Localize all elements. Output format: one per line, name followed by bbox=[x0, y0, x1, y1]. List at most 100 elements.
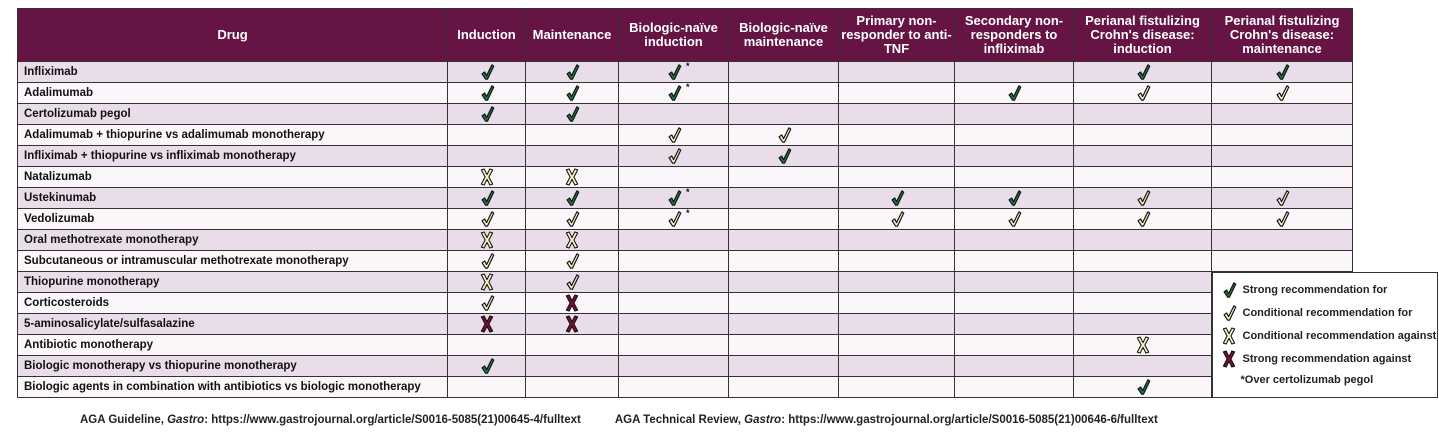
recommendation-cell bbox=[618, 229, 729, 251]
drug-name: Natalizumab bbox=[17, 166, 448, 188]
recommendation-cell bbox=[447, 61, 526, 83]
drug-name: Vedolizumab bbox=[17, 208, 448, 230]
recommendation-table: Drug Induction Maintenance Biologic-naïve i… bbox=[17, 8, 1353, 398]
recommendation-cell bbox=[1073, 187, 1212, 209]
asterisk: * bbox=[685, 187, 690, 197]
strong-for-check-icon bbox=[564, 105, 580, 123]
recommendation-cell bbox=[525, 103, 619, 125]
table-row: Adalimumab * bbox=[17, 82, 1353, 104]
drug-name: 5-aminosalicylate/sulfasalazine bbox=[17, 313, 448, 335]
strong-against-x-icon bbox=[479, 315, 495, 333]
legend-label: Strong recommendation against bbox=[1242, 353, 1412, 365]
conditional-for-check-icon bbox=[1274, 84, 1290, 102]
recommendation-cell bbox=[447, 145, 526, 167]
recommendation-cell bbox=[618, 376, 729, 398]
strong-for-check-icon bbox=[1221, 281, 1237, 299]
recommendation-cell bbox=[525, 166, 619, 188]
reference-guideline[interactable]: AGA Guideline, Gastro: https://www.gastr… bbox=[80, 414, 581, 426]
strong-for-check-icon bbox=[776, 147, 792, 165]
conditional-for-check-icon bbox=[1135, 189, 1151, 207]
ref-url[interactable]: : https://www.gastrojournal.org/article/… bbox=[204, 414, 581, 426]
strong-for-check-icon bbox=[1006, 189, 1022, 207]
ref-prefix: AGA Technical Review, bbox=[614, 414, 745, 426]
recommendation-cell bbox=[447, 292, 526, 314]
recommendation-cell bbox=[447, 166, 526, 188]
recommendation-cell bbox=[525, 61, 619, 83]
recommendation-cell bbox=[1073, 355, 1212, 377]
column-header: Primary non-responder to anti-TNF bbox=[838, 8, 955, 62]
conditional-for-check-icon bbox=[564, 210, 580, 228]
legend-item: Strong recommendation for bbox=[1221, 279, 1437, 302]
recommendation-cell bbox=[728, 313, 839, 335]
conditional-against-x-icon bbox=[479, 273, 495, 291]
legend-label: Strong recommendation for bbox=[1242, 284, 1388, 296]
recommendation-cell bbox=[1211, 187, 1353, 209]
recommendation-cell bbox=[1073, 61, 1212, 83]
recommendation-cell bbox=[618, 313, 729, 335]
table-row: Biologic agents in combination with anti… bbox=[17, 376, 1353, 398]
drug-name: Infliximab + thiopurine vs infliximab mo… bbox=[17, 145, 448, 167]
recommendation-cell bbox=[728, 376, 839, 398]
drug-name: Biologic agents in combination with anti… bbox=[17, 376, 448, 398]
column-header: Perianal fistulizing Crohn's disease: ma… bbox=[1211, 8, 1353, 62]
recommendation-cell bbox=[447, 271, 526, 293]
recommendation-cell bbox=[618, 166, 729, 188]
recommendation-cell bbox=[728, 355, 839, 377]
recommendation-cell bbox=[1073, 82, 1212, 104]
recommendation-cell bbox=[954, 334, 1074, 356]
conditional-against-x-icon bbox=[479, 231, 495, 249]
conditional-for-check-icon bbox=[666, 126, 682, 144]
column-header: Maintenance bbox=[525, 8, 619, 62]
recommendation-cell bbox=[1073, 271, 1212, 293]
recommendation-cell bbox=[525, 271, 619, 293]
recommendation-cell bbox=[728, 103, 839, 125]
recommendation-cell bbox=[447, 334, 526, 356]
recommendation-cell bbox=[1211, 208, 1353, 230]
conditional-for-check-icon bbox=[776, 126, 792, 144]
recommendation-cell bbox=[954, 61, 1074, 83]
recommendation-cell bbox=[954, 124, 1074, 146]
table-row: 5-aminosalicylate/sulfasalazine bbox=[17, 313, 1353, 335]
strong-for-check-icon: * bbox=[666, 62, 690, 81]
recommendation-cell bbox=[447, 82, 526, 104]
recommendation-cell bbox=[1211, 250, 1353, 272]
recommendation-cell bbox=[728, 271, 839, 293]
legend-item: Conditional recommendation for bbox=[1221, 302, 1437, 325]
recommendation-cell bbox=[838, 208, 955, 230]
recommendation-cell bbox=[1073, 145, 1212, 167]
recommendation-cell: * bbox=[618, 61, 729, 83]
recommendation-cell bbox=[954, 313, 1074, 335]
recommendation-cell bbox=[728, 187, 839, 209]
strong-for-check-icon: * bbox=[666, 188, 690, 207]
recommendation-cell bbox=[525, 292, 619, 314]
recommendation-cell bbox=[525, 376, 619, 398]
conditional-for-check-icon bbox=[564, 252, 580, 270]
recommendation-cell bbox=[838, 124, 955, 146]
column-header: Secondary non-responders to infliximab bbox=[954, 8, 1074, 62]
recommendation-cell bbox=[954, 208, 1074, 230]
strong-for-check-icon bbox=[479, 63, 495, 81]
conditional-for-check-icon bbox=[1135, 210, 1151, 228]
conditional-for-check-icon bbox=[564, 273, 580, 291]
recommendation-cell bbox=[728, 124, 839, 146]
strong-for-check-icon bbox=[564, 189, 580, 207]
recommendation-cell bbox=[525, 250, 619, 272]
reference-technical-review[interactable]: AGA Technical Review, Gastro: https://ww… bbox=[615, 414, 1158, 426]
ref-url[interactable]: : https://www.gastrojournal.org/article/… bbox=[781, 414, 1158, 426]
recommendation-cell bbox=[1211, 229, 1353, 251]
recommendation-cell bbox=[838, 271, 955, 293]
strong-for-check-icon bbox=[564, 63, 580, 81]
recommendation-cell bbox=[1211, 145, 1353, 167]
table-row: Adalimumab + thiopurine vs adalimumab mo… bbox=[17, 124, 1353, 146]
strong-for-check-icon bbox=[1274, 63, 1290, 81]
recommendation-cell bbox=[728, 166, 839, 188]
column-header: Perianal fistulizing Crohn's disease: in… bbox=[1073, 8, 1212, 62]
recommendation-cell bbox=[1211, 82, 1353, 104]
column-header: Biologic-naïve induction bbox=[618, 8, 729, 62]
conditional-for-check-icon bbox=[479, 252, 495, 270]
conditional-against-x-icon bbox=[564, 231, 580, 249]
recommendation-cell bbox=[618, 250, 729, 272]
recommendation-cell bbox=[838, 292, 955, 314]
recommendation-cell bbox=[1211, 124, 1353, 146]
strong-against-x-icon bbox=[564, 294, 580, 312]
